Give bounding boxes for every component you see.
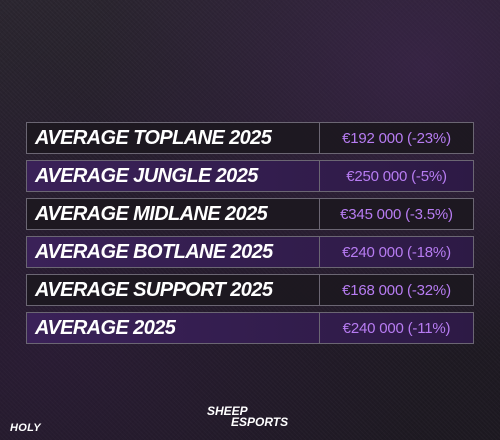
row-value-cell: €192 000 (-23%): [320, 123, 473, 153]
row-label: AVERAGE MIDLANE 2025: [35, 202, 268, 225]
row-value: €168 000 (-32%): [342, 281, 451, 299]
table-row: AVERAGE MIDLANE 2025 €345 000 (-3.5%): [26, 198, 474, 230]
row-label-cell: AVERAGE MIDLANE 2025: [27, 199, 320, 229]
row-label-cell: AVERAGE 2025: [27, 313, 320, 343]
row-value-cell: €240 000 (-18%): [320, 237, 473, 267]
table-row: AVERAGE SUPPORT 2025 €168 000 (-32%): [26, 274, 474, 306]
row-value: €192 000 (-23%): [342, 129, 451, 147]
salary-table: AVERAGE TOPLANE 2025 €192 000 (-23%) AVE…: [26, 122, 474, 346]
row-value: €250 000 (-5%): [346, 167, 447, 185]
row-label-cell: AVERAGE SUPPORT 2025: [27, 275, 320, 305]
table-row: AVERAGE BOTLANE 2025 €240 000 (-18%): [26, 236, 474, 268]
row-label-cell: AVERAGE TOPLANE 2025: [27, 123, 320, 153]
row-value-cell: €168 000 (-32%): [320, 275, 473, 305]
row-value-cell: €250 000 (-5%): [320, 161, 473, 191]
row-label: AVERAGE JUNGLE 2025: [35, 164, 258, 187]
logo-line-1: SHEEP: [207, 404, 248, 418]
row-value-cell: €240 000 (-11%): [320, 313, 473, 343]
row-label: AVERAGE 2025: [35, 316, 176, 339]
row-value: €345 000 (-3.5%): [340, 205, 453, 223]
row-value: €240 000 (-11%): [342, 319, 451, 337]
table-row: AVERAGE JUNGLE 2025 €250 000 (-5%): [26, 160, 474, 192]
row-label-cell: AVERAGE JUNGLE 2025: [27, 161, 320, 191]
row-label-cell: AVERAGE BOTLANE 2025: [27, 237, 320, 267]
row-value: €240 000 (-18%): [342, 243, 451, 261]
logo-line-2: ESPORTS: [231, 415, 289, 429]
holy-logo: HOLY: [10, 422, 41, 434]
row-label: AVERAGE BOTLANE 2025: [35, 240, 273, 263]
row-value-cell: €345 000 (-3.5%): [320, 199, 473, 229]
table-row: AVERAGE 2025 €240 000 (-11%): [26, 312, 474, 344]
sheep-esports-logo: SHEEP ESPORTS: [203, 404, 297, 429]
row-label: AVERAGE TOPLANE 2025: [35, 126, 272, 149]
row-label: AVERAGE SUPPORT 2025: [35, 278, 273, 301]
table-row: AVERAGE TOPLANE 2025 €192 000 (-23%): [26, 122, 474, 154]
